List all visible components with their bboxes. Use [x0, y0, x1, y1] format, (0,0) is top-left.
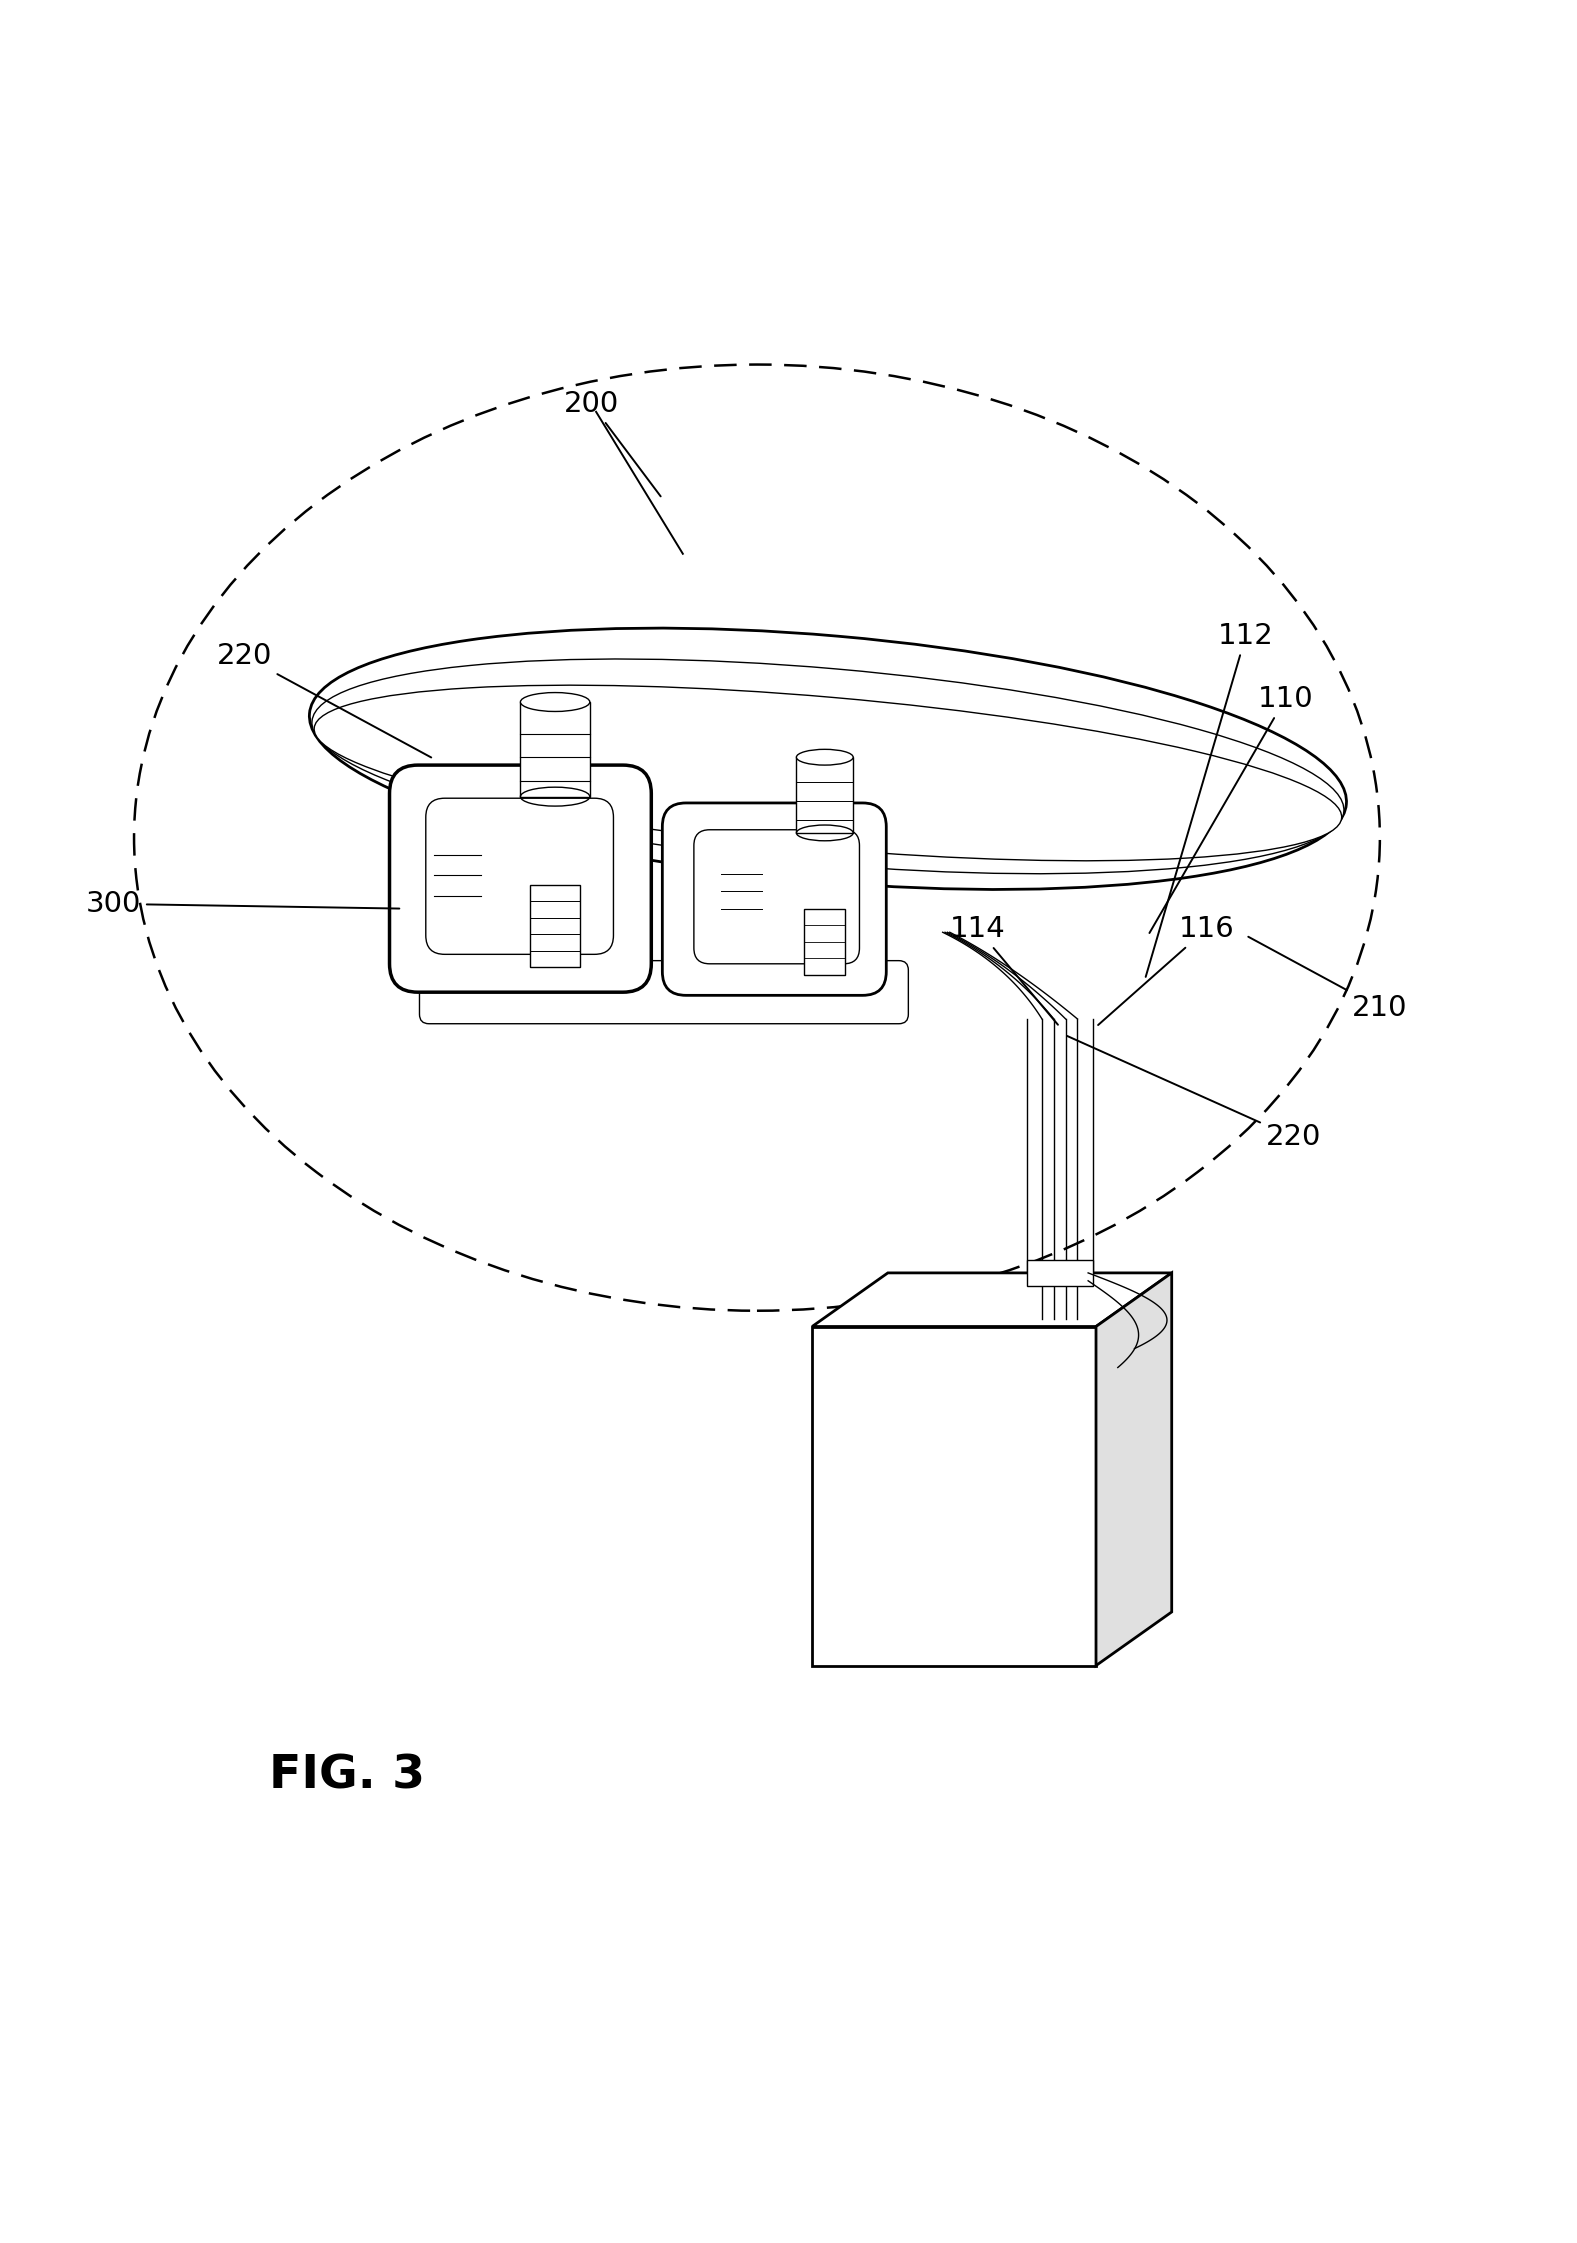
- Ellipse shape: [520, 693, 590, 711]
- FancyBboxPatch shape: [694, 830, 859, 964]
- Bar: [520, 702, 590, 796]
- Bar: [804, 908, 845, 976]
- Ellipse shape: [796, 749, 853, 765]
- Text: 200: 200: [563, 390, 661, 496]
- Text: 112: 112: [1145, 621, 1274, 978]
- Bar: [530, 886, 580, 967]
- Text: FIG. 3: FIG. 3: [270, 1754, 424, 1799]
- FancyBboxPatch shape: [419, 960, 908, 1023]
- Text: 116: 116: [1098, 915, 1235, 1025]
- Text: 300: 300: [85, 890, 399, 917]
- Ellipse shape: [312, 659, 1344, 875]
- FancyBboxPatch shape: [390, 765, 651, 991]
- Text: 210: 210: [1249, 938, 1408, 1023]
- Polygon shape: [812, 1272, 1172, 1326]
- Bar: [796, 758, 853, 832]
- Text: 114: 114: [949, 915, 1058, 1025]
- Polygon shape: [1096, 1272, 1172, 1667]
- FancyBboxPatch shape: [662, 803, 886, 996]
- Text: 220: 220: [1068, 1036, 1322, 1151]
- Ellipse shape: [309, 628, 1347, 890]
- Ellipse shape: [314, 684, 1342, 861]
- Text: 220: 220: [216, 641, 431, 758]
- Bar: [1027, 1261, 1093, 1285]
- Polygon shape: [812, 1326, 1096, 1667]
- Text: 110: 110: [1150, 684, 1314, 933]
- FancyBboxPatch shape: [426, 799, 613, 953]
